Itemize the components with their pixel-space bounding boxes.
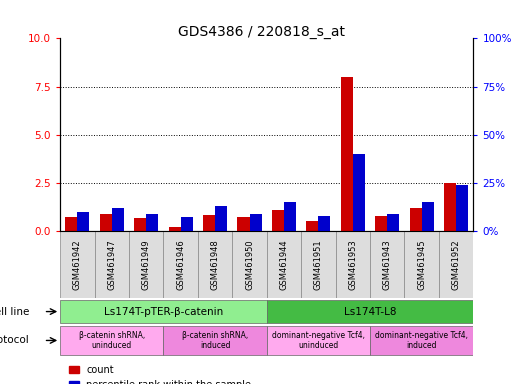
Text: GSM461950: GSM461950 bbox=[245, 239, 254, 290]
Bar bbox=[232, 231, 267, 298]
Bar bbox=[370, 326, 473, 354]
Bar bbox=[146, 214, 158, 231]
Text: GSM461946: GSM461946 bbox=[176, 239, 185, 290]
Text: GSM461952: GSM461952 bbox=[451, 239, 461, 290]
Bar bbox=[249, 214, 262, 231]
Bar bbox=[284, 202, 296, 231]
Text: protocol: protocol bbox=[0, 336, 29, 346]
Bar bbox=[375, 215, 387, 231]
Text: GSM461943: GSM461943 bbox=[383, 239, 392, 290]
Bar bbox=[215, 206, 227, 231]
Bar bbox=[100, 214, 112, 231]
Bar bbox=[95, 231, 129, 298]
Text: GSM461949: GSM461949 bbox=[142, 239, 151, 290]
Text: GSM461951: GSM461951 bbox=[314, 239, 323, 290]
Bar bbox=[60, 300, 267, 323]
Text: dominant-negative Tcf4,
induced: dominant-negative Tcf4, induced bbox=[375, 331, 468, 350]
Bar bbox=[267, 326, 370, 354]
Legend: count, percentile rank within the sample: count, percentile rank within the sample bbox=[65, 361, 255, 384]
Bar bbox=[404, 231, 439, 298]
Text: GSM461942: GSM461942 bbox=[73, 239, 82, 290]
Bar bbox=[129, 231, 163, 298]
Bar bbox=[410, 208, 422, 231]
Text: β-catenin shRNA,
induced: β-catenin shRNA, induced bbox=[182, 331, 248, 350]
Bar bbox=[370, 231, 404, 298]
Text: GSM461953: GSM461953 bbox=[348, 239, 357, 290]
Bar bbox=[180, 217, 192, 231]
Bar bbox=[456, 185, 468, 231]
Bar bbox=[272, 210, 284, 231]
Text: GDS4386 / 220818_s_at: GDS4386 / 220818_s_at bbox=[178, 25, 345, 39]
Bar bbox=[353, 154, 365, 231]
Bar bbox=[112, 208, 124, 231]
Bar bbox=[306, 221, 319, 231]
Bar bbox=[168, 227, 180, 231]
Bar bbox=[301, 231, 336, 298]
Bar bbox=[319, 215, 331, 231]
Text: GSM461945: GSM461945 bbox=[417, 239, 426, 290]
Text: cell line: cell line bbox=[0, 306, 29, 316]
Bar bbox=[134, 218, 146, 231]
Bar bbox=[60, 326, 163, 354]
Bar bbox=[60, 231, 95, 298]
Bar bbox=[77, 212, 89, 231]
Bar bbox=[444, 183, 456, 231]
Bar bbox=[387, 214, 399, 231]
Text: GSM461948: GSM461948 bbox=[211, 239, 220, 290]
Text: β-catenin shRNA,
uninduced: β-catenin shRNA, uninduced bbox=[78, 331, 145, 350]
Bar bbox=[163, 326, 267, 354]
Text: GSM461947: GSM461947 bbox=[107, 239, 116, 290]
Bar bbox=[341, 77, 353, 231]
Bar bbox=[336, 231, 370, 298]
Text: GSM461944: GSM461944 bbox=[279, 239, 289, 290]
Bar bbox=[163, 231, 198, 298]
Text: dominant-negative Tcf4,
uninduced: dominant-negative Tcf4, uninduced bbox=[272, 331, 365, 350]
Bar bbox=[422, 202, 434, 231]
Text: Ls174T-L8: Ls174T-L8 bbox=[344, 306, 396, 316]
Bar bbox=[237, 217, 249, 231]
Bar bbox=[267, 231, 301, 298]
Bar bbox=[198, 231, 232, 298]
Bar bbox=[439, 231, 473, 298]
Bar bbox=[203, 215, 215, 231]
Text: Ls174T-pTER-β-catenin: Ls174T-pTER-β-catenin bbox=[104, 306, 223, 316]
Bar bbox=[65, 217, 77, 231]
Bar bbox=[267, 300, 473, 323]
